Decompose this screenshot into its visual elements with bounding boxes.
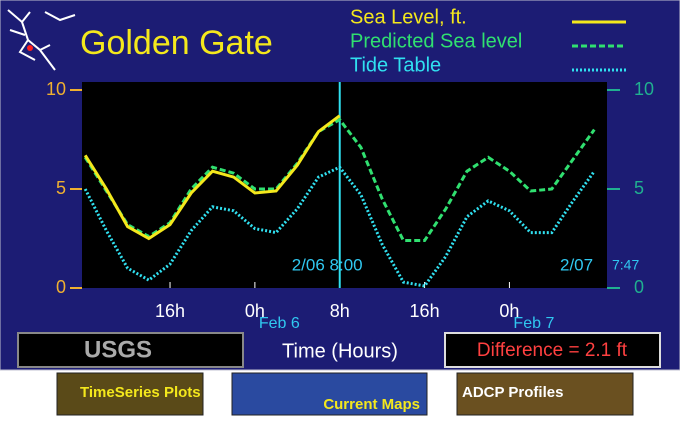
nav-label[interactable]: ADCP Profiles [462, 384, 563, 401]
y-tick-label: 0 [56, 277, 66, 297]
x-tick-label: 16h [410, 301, 440, 321]
x-tick-label: 16h [155, 301, 185, 321]
legend-label: Tide Table [350, 54, 441, 76]
end-time: 7:47 [612, 257, 639, 273]
legend-label: Predicted Sea level [350, 30, 522, 52]
end-label: 2/07 [560, 255, 593, 274]
y2-tick-label: 10 [634, 79, 654, 99]
nav-label[interactable]: Current Maps [323, 396, 420, 413]
title: Golden Gate [80, 24, 273, 62]
date-label: Feb 6 [259, 315, 300, 332]
nav-label[interactable]: TimeSeries Plots [80, 384, 201, 401]
legend-label: Sea Level, ft. [350, 6, 467, 28]
difference: Difference = 2.1 ft [477, 340, 628, 361]
y-tick-label: 5 [56, 178, 66, 198]
x-tick-label: 8h [330, 301, 350, 321]
y2-tick-label: 5 [634, 178, 644, 198]
page: Golden Gate USGS Time (Hours) Difference… [0, 0, 680, 417]
now-label: 2/06 8:00 [292, 255, 363, 274]
logo: USGS [84, 336, 152, 363]
y-tick-label: 10 [46, 79, 66, 99]
date-label: Feb 7 [513, 315, 554, 332]
y2-tick-label: 0 [634, 277, 644, 297]
x-axis-label: Time (Hours) [282, 340, 398, 362]
